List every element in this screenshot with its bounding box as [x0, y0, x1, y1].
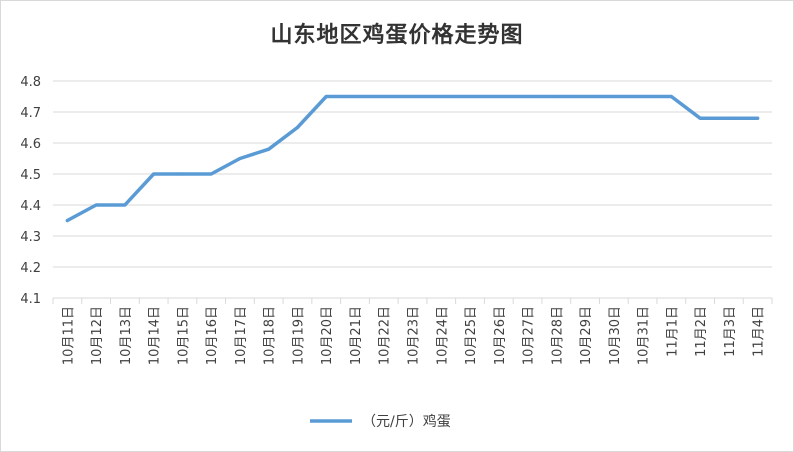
data-point — [123, 203, 127, 207]
data-point — [295, 126, 299, 129]
data-point — [641, 95, 645, 98]
series-line — [65, 94, 760, 223]
y-tick-label: 4.5 — [20, 168, 41, 183]
x-tick-label: 10月25日 — [464, 306, 479, 365]
y-tick-label: 4.7 — [20, 106, 41, 121]
data-point — [238, 157, 242, 160]
x-tick-label: 10月16日 — [205, 306, 220, 365]
data-point — [267, 147, 271, 151]
y-tick-label: 4.4 — [20, 199, 41, 214]
x-tick-label: 10月22日 — [378, 306, 393, 365]
x-tick-label: 10月24日 — [435, 306, 450, 365]
x-tick-label: 10月17日 — [234, 306, 249, 365]
data-point — [353, 95, 357, 98]
data-point — [698, 116, 702, 120]
x-tick-label: 10月31日 — [637, 306, 652, 365]
y-tick-label: 4.3 — [20, 230, 41, 245]
y-tick-label: 4.1 — [20, 292, 41, 307]
data-point — [526, 95, 530, 98]
data-point — [209, 172, 213, 176]
x-tick-label: 10月13日 — [119, 306, 134, 365]
data-point — [497, 95, 501, 98]
x-tick-label: 10月14日 — [148, 306, 163, 365]
x-tick-label: 10月23日 — [407, 306, 422, 365]
x-tick-label: 10月27日 — [522, 306, 537, 365]
x-tick-label: 10月26日 — [493, 306, 508, 365]
data-point — [727, 116, 731, 120]
data-point — [324, 95, 328, 98]
x-tick-label: 10月29日 — [579, 306, 594, 365]
x-tick-label: 10月11日 — [61, 306, 76, 365]
data-point — [411, 95, 414, 98]
x-tick-label: 10月12日 — [90, 306, 105, 365]
data-point — [152, 172, 156, 176]
data-point — [382, 95, 386, 98]
data-point — [180, 172, 184, 176]
x-tick-label: 11月4日 — [752, 306, 767, 357]
y-tick-label: 4.8 — [20, 75, 41, 90]
legend-label: （元/斤）鸡蛋 — [362, 413, 451, 430]
x-tick-label: 10月18日 — [263, 306, 278, 365]
x-tick-label: 11月1日 — [665, 306, 680, 357]
data-point — [756, 116, 760, 120]
x-tick-label: 11月2日 — [694, 306, 709, 357]
x-tick-label: 10月28日 — [550, 306, 565, 365]
data-point — [612, 95, 616, 98]
data-point — [583, 95, 587, 98]
x-tick-label: 10月30日 — [608, 306, 623, 365]
data-point — [554, 95, 558, 98]
data-point — [468, 95, 472, 98]
chart-title: 山东地区鸡蛋价格走势图 — [270, 22, 524, 48]
y-tick-label: 4.6 — [20, 137, 41, 152]
x-tick-label: 10月21日 — [349, 306, 364, 365]
data-point — [439, 95, 443, 98]
y-tick-label: 4.2 — [20, 261, 41, 276]
data-point — [669, 95, 673, 98]
x-tick-label: 10月15日 — [176, 306, 191, 365]
x-tick-label: 10月19日 — [291, 306, 306, 365]
x-tick-label: 11月3日 — [723, 306, 738, 357]
x-tick-label: 10月20日 — [320, 306, 335, 365]
data-point — [94, 203, 98, 207]
data-point — [65, 219, 69, 222]
